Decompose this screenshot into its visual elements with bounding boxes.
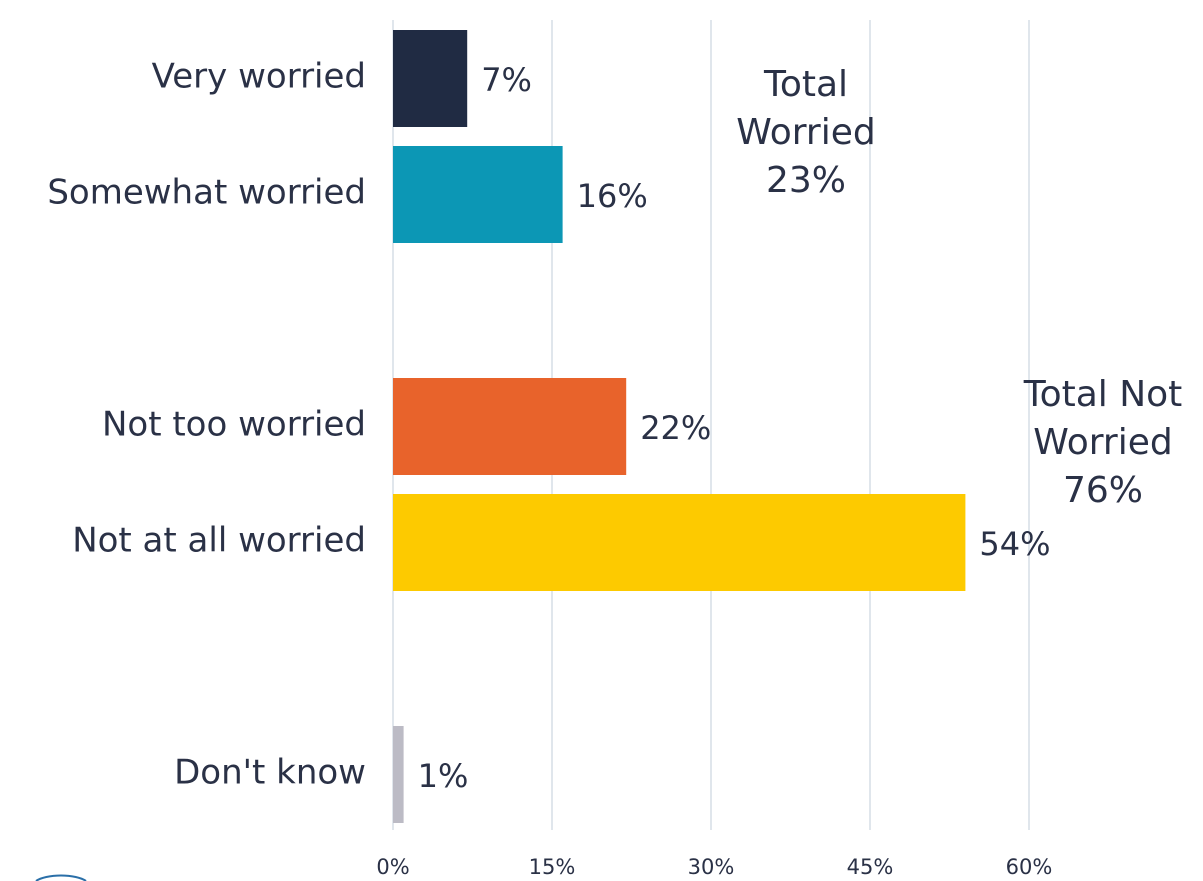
annotation: Total Not Worried 76% [1023,374,1183,511]
y-tick-label: Don't know [174,753,366,793]
y-tick-label: Not too worried [102,405,366,445]
annotation: Total Worried 23% [736,64,875,201]
bar [393,30,468,127]
y-tick-label: Somewhat worried [47,173,366,213]
x-tick-label: 30% [688,855,735,879]
annotation-line: Total [763,64,848,105]
bar [393,378,627,475]
bar [393,726,404,823]
value-label: 22% [640,409,711,447]
annotation-line: 23% [766,160,846,201]
value-label: 54% [979,525,1050,563]
logo-fragment [35,874,87,881]
x-tick-label: 0% [376,855,409,879]
annotation-line: Worried [736,112,875,153]
x-tick-label: 45% [847,855,894,879]
value-label: 7% [481,61,532,99]
x-tick-label: 15% [529,855,576,879]
annotation-line: Total Not [1023,374,1183,415]
value-label: 16% [577,177,648,215]
y-tick-label: Very worried [152,57,366,97]
annotation-line: 76% [1063,470,1143,511]
bar [393,494,966,591]
x-tick-label: 60% [1006,855,1053,879]
annotation-line: Worried [1033,422,1172,463]
y-tick-label: Not at all worried [72,521,366,561]
value-label: 1% [418,757,469,795]
bar [393,146,563,243]
